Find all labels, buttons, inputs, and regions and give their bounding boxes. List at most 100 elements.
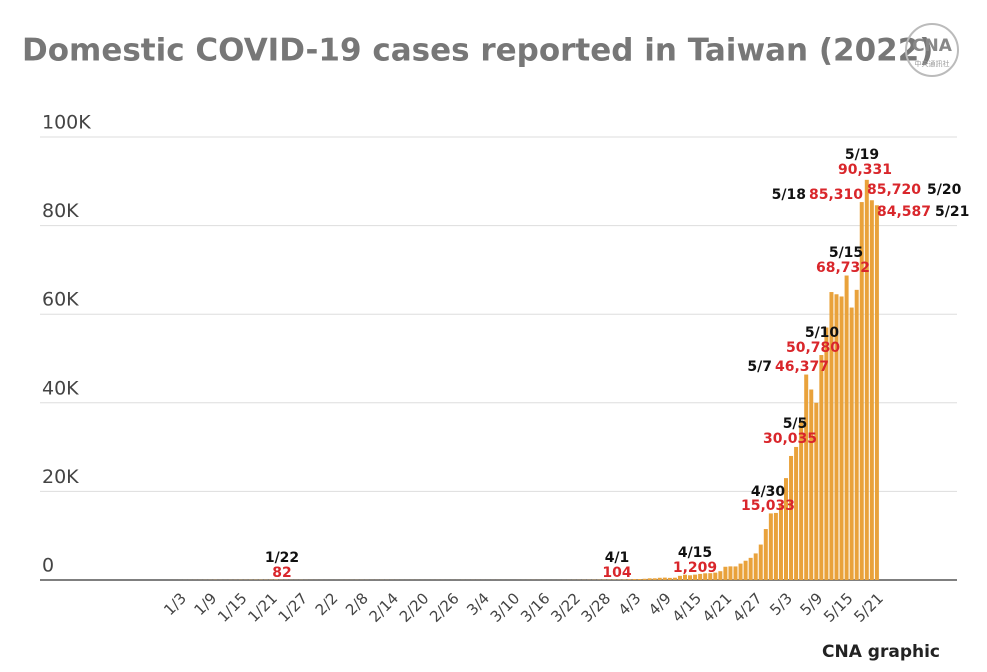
data-label: 104 <box>602 565 631 581</box>
y-tick-label: 80K <box>42 200 79 222</box>
x-tick-label: 4/3 <box>615 589 645 619</box>
data-label: 30,035 <box>763 431 817 447</box>
x-tick-label: 3/10 <box>487 589 524 626</box>
y-tick-label: 40K <box>42 377 79 399</box>
annotation-date: 5/7 <box>747 359 772 375</box>
bar <box>859 202 864 580</box>
y-tick-label: 60K <box>42 289 79 311</box>
logo-ring <box>905 23 959 77</box>
bar <box>844 275 849 580</box>
bar <box>763 529 768 580</box>
bar <box>662 577 667 580</box>
bar <box>869 200 874 580</box>
bar <box>637 579 642 580</box>
bar <box>632 579 637 580</box>
x-tick-label: 1/21 <box>244 589 281 626</box>
bar <box>768 513 773 580</box>
bar <box>642 578 647 580</box>
x-tick-label: 1/27 <box>275 589 312 626</box>
data-label: 84,587 <box>877 204 931 220</box>
bar <box>829 292 834 580</box>
bar <box>708 573 713 580</box>
bar <box>743 560 748 580</box>
bar <box>683 574 687 580</box>
bar <box>809 389 814 580</box>
bar <box>819 355 824 580</box>
annotation-date: 4/1 <box>605 550 630 566</box>
annotation-date: 4/15 <box>678 545 712 561</box>
data-label: 15,033 <box>741 498 795 514</box>
data-label: 85,310 <box>809 187 863 203</box>
bar <box>854 289 859 580</box>
data-label: 68,732 <box>816 260 870 276</box>
bar <box>864 179 869 580</box>
annotation-date: 5/18 <box>772 187 806 203</box>
x-tick-label: 2/14 <box>366 589 403 626</box>
x-tick-label: 5/3 <box>766 589 796 619</box>
annotation-date: 5/19 <box>845 147 879 163</box>
y-tick-label: 100K <box>42 112 91 134</box>
annotation-date: 5/5 <box>783 416 808 432</box>
annotation-date: 5/20 <box>927 182 962 198</box>
data-label: 82 <box>272 565 291 581</box>
bar <box>748 557 753 580</box>
bar <box>657 577 662 580</box>
bar <box>789 455 794 580</box>
credit: CNA graphic <box>822 642 940 662</box>
x-tick-label: 5/15 <box>820 589 857 626</box>
annotation-date: 4/30 <box>751 484 786 500</box>
bar <box>773 512 778 580</box>
bar <box>688 575 693 580</box>
bar <box>713 572 718 580</box>
bar <box>667 577 672 580</box>
bar <box>647 578 652 580</box>
x-tick-label: 5/21 <box>850 589 887 626</box>
data-label: 1,209 <box>673 560 717 576</box>
bar <box>672 577 677 580</box>
bar <box>758 544 763 580</box>
annotation-date: 5/21 <box>935 204 969 220</box>
annotation-date: 5/10 <box>805 325 840 341</box>
bar <box>824 327 829 580</box>
bar <box>753 553 758 580</box>
bar <box>733 566 738 580</box>
x-tick-label: 2/2 <box>312 589 342 619</box>
bar <box>814 402 819 580</box>
bar <box>794 446 799 580</box>
data-label: 85,720 <box>867 182 921 198</box>
bar <box>728 566 733 580</box>
annotation-date: 5/15 <box>829 245 863 261</box>
bar <box>839 296 844 580</box>
x-tick-label: 3/22 <box>547 589 584 626</box>
bar <box>703 573 708 580</box>
x-tick-label: 1/15 <box>214 589 251 626</box>
data-label: 46,377 <box>775 359 829 375</box>
bar <box>677 575 682 580</box>
bar <box>849 307 854 580</box>
data-label: 50,780 <box>786 340 840 356</box>
bar <box>627 579 632 580</box>
bar <box>778 504 783 580</box>
bar <box>698 573 703 580</box>
x-tick-label: 3/16 <box>517 589 554 626</box>
bar <box>738 563 743 580</box>
logo: CNA 中央通訊社 <box>905 23 959 77</box>
bar <box>799 420 804 580</box>
data-label: 90,331 <box>838 162 892 178</box>
x-tick-label: 3/28 <box>578 589 615 626</box>
x-tick-label: 4/21 <box>699 589 736 626</box>
bar <box>834 294 839 580</box>
bar <box>874 205 879 580</box>
y-tick-label: 0 <box>42 555 54 577</box>
x-tick-label: 4/27 <box>729 589 766 626</box>
bar <box>723 566 728 580</box>
annotation-date: 1/22 <box>265 550 299 566</box>
logo-text: CNA <box>912 36 953 56</box>
bar <box>784 478 788 580</box>
bar <box>718 571 723 580</box>
x-tick-label: 1/3 <box>160 589 190 619</box>
logo-subtitle: 中央通訊社 <box>915 59 950 68</box>
bar <box>693 574 698 580</box>
x-tick-label: 4/15 <box>669 589 706 626</box>
